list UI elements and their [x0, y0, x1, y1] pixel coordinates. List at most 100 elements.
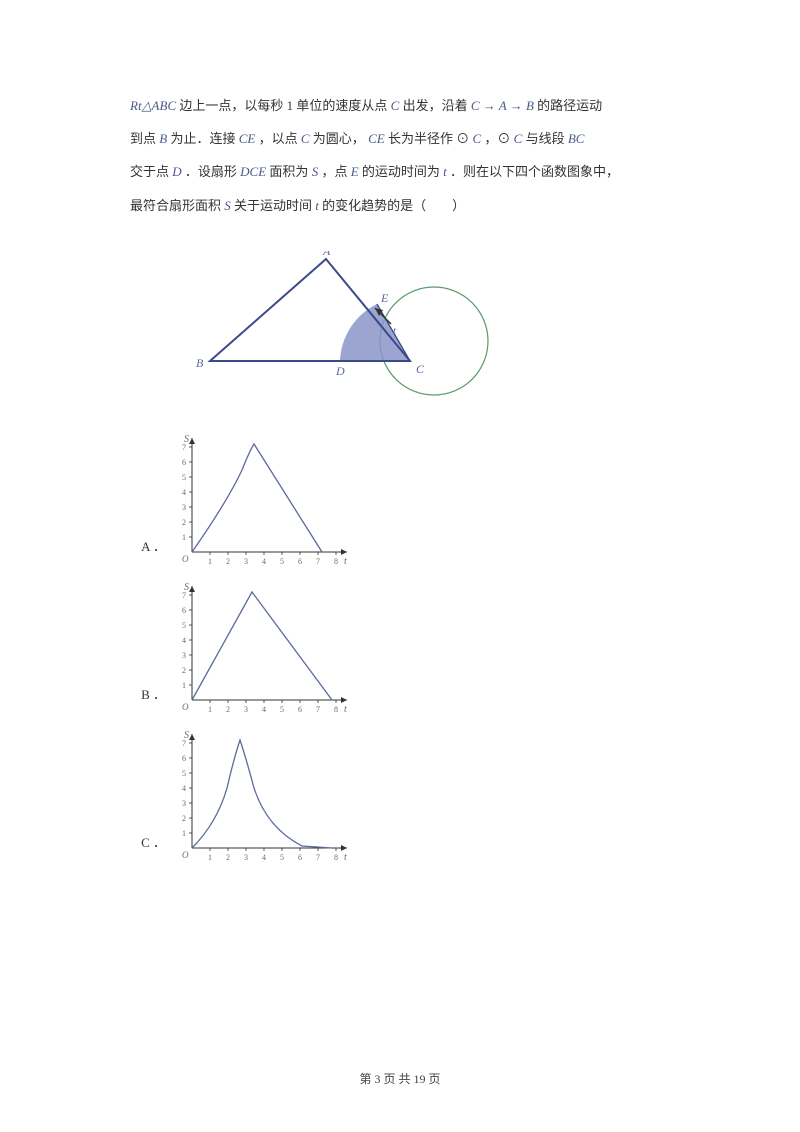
problem-line-1: Rt△ABC 边上一点，以每秒 1 单位的速度从点 C 出发，沿着 C → A …	[130, 90, 680, 121]
txt: C	[301, 131, 310, 146]
svg-text:D: D	[335, 364, 345, 378]
svg-text:6: 6	[298, 705, 302, 714]
txt: 长为半径作 ⊙	[385, 131, 473, 146]
svg-text:7: 7	[316, 557, 320, 566]
svg-text:4: 4	[182, 488, 186, 497]
svg-text:1: 1	[182, 533, 186, 542]
svg-text:3: 3	[244, 853, 248, 862]
svg-text:4: 4	[262, 557, 266, 566]
footer-txt: 第	[359, 1072, 374, 1086]
txt: 边上一点，以每秒 1 单位的速度从点	[176, 98, 391, 113]
txt: BC	[568, 131, 585, 146]
option-a-row: A ． 123456781234567OSt	[130, 432, 680, 572]
svg-text:2: 2	[182, 518, 186, 527]
svg-text:6: 6	[298, 853, 302, 862]
txt: ，⊙	[481, 131, 514, 146]
txt: E	[351, 164, 359, 179]
txt: DCE	[240, 164, 266, 179]
svg-text:S: S	[184, 582, 189, 593]
svg-text:2: 2	[226, 705, 230, 714]
svg-text:E: E	[380, 291, 389, 305]
option-a-chart: 123456781234567OSt	[172, 432, 357, 572]
svg-text:4: 4	[182, 784, 186, 793]
svg-text:7: 7	[316, 853, 320, 862]
txt: Rt	[130, 98, 142, 113]
txt: 为止．连接	[167, 131, 239, 146]
svg-text:6: 6	[182, 754, 186, 763]
svg-text:O: O	[182, 850, 189, 860]
page-footer: 第 3 页 共 19 页	[0, 1070, 800, 1087]
txt: 关于运动时间	[231, 198, 316, 213]
svg-text:S: S	[184, 730, 189, 741]
option-a-label: A ．	[130, 531, 166, 572]
option-c-row: C ． 123456781234567OSt	[130, 728, 680, 868]
svg-text:2: 2	[182, 666, 186, 675]
svg-text:t: t	[393, 325, 397, 337]
svg-text:3: 3	[182, 503, 186, 512]
footer-txt: 页 共	[380, 1072, 413, 1086]
svg-text:O: O	[182, 554, 189, 564]
svg-text:O: O	[182, 702, 189, 712]
svg-text:2: 2	[182, 814, 186, 823]
svg-text:3: 3	[244, 557, 248, 566]
svg-text:t: t	[344, 852, 347, 863]
svg-text:6: 6	[182, 606, 186, 615]
svg-text:1: 1	[182, 681, 186, 690]
svg-text:6: 6	[182, 458, 186, 467]
option-c-chart: 123456781234567OSt	[172, 728, 357, 868]
problem-line-3: 交于点 D ．设扇形 DCE 面积为 S ，点 E 的运动时间为 t ．则在以下…	[130, 156, 680, 187]
svg-text:3: 3	[182, 651, 186, 660]
txt: ．则在以下四个函数图象中，	[447, 164, 619, 179]
svg-text:6: 6	[298, 557, 302, 566]
txt: C	[391, 98, 400, 113]
svg-text:1: 1	[182, 829, 186, 838]
geometry-diagram: A B C D Et	[180, 251, 680, 412]
svg-text:A: A	[322, 251, 331, 258]
option-b-row: B ． 123456781234567OSt	[130, 580, 680, 720]
problem-line-2: 到点 B 为止．连接 CE ，以点 C 为圆心， CE 长为半径作 ⊙ C ，⊙…	[130, 123, 680, 154]
svg-text:8: 8	[334, 705, 338, 714]
svg-text:4: 4	[262, 853, 266, 862]
txt: ，以点	[255, 131, 301, 146]
svg-text:5: 5	[182, 769, 186, 778]
svg-text:5: 5	[182, 473, 186, 482]
svg-text:5: 5	[182, 621, 186, 630]
txt: C → A → B	[471, 98, 534, 113]
svg-text:t: t	[344, 556, 347, 567]
svg-text:8: 8	[334, 853, 338, 862]
svg-text:2: 2	[226, 557, 230, 566]
txt: △ABC	[142, 98, 177, 113]
txt: 的变化趋势的是（ ）	[319, 198, 465, 213]
footer-total: 19	[414, 1072, 426, 1086]
svg-text:1: 1	[208, 705, 212, 714]
option-b-chart: 123456781234567OSt	[172, 580, 357, 720]
svg-text:B: B	[196, 356, 204, 370]
svg-text:1: 1	[208, 557, 212, 566]
svg-text:1: 1	[208, 853, 212, 862]
txt: 到点	[130, 131, 159, 146]
svg-text:t: t	[344, 704, 347, 715]
txt: 的路径运动	[534, 98, 602, 113]
txt: 出发，沿着	[399, 98, 471, 113]
txt: D	[172, 164, 181, 179]
problem-line-4: 最符合扇形面积 S 关于运动时间 t 的变化趋势的是（ ）	[130, 190, 680, 221]
txt: 与线段	[522, 131, 568, 146]
txt: 面积为	[266, 164, 312, 179]
txt: C	[472, 131, 481, 146]
triangle-circle-figure: A B C D Et	[180, 251, 500, 401]
txt: 交于点	[130, 164, 172, 179]
txt: ．设扇形	[182, 164, 241, 179]
txt: C	[514, 131, 523, 146]
svg-text:8: 8	[334, 557, 338, 566]
svg-text:2: 2	[226, 853, 230, 862]
svg-text:4: 4	[182, 636, 186, 645]
option-b-label: B ．	[130, 679, 166, 720]
svg-text:4: 4	[262, 705, 266, 714]
txt: CE	[239, 131, 256, 146]
svg-text:3: 3	[182, 799, 186, 808]
footer-txt: 页	[426, 1072, 441, 1086]
txt: CE	[368, 131, 385, 146]
svg-text:5: 5	[280, 557, 284, 566]
svg-text:C: C	[416, 362, 425, 376]
svg-text:S: S	[184, 434, 189, 445]
